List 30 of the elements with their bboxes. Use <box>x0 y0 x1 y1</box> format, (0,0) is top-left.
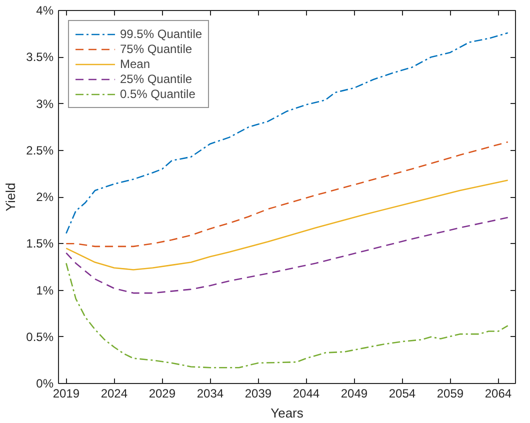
y-tick-label: 0.5% <box>26 330 54 344</box>
x-tick-label: 2064 <box>484 386 512 400</box>
y-tick-label: 2% <box>36 190 54 204</box>
legend-label: 0.5% Quantile <box>120 87 196 101</box>
y-tick-label: 1.5% <box>26 236 54 251</box>
x-tick-label: 2039 <box>244 386 272 400</box>
legend-label: 25% Quantile <box>120 72 192 86</box>
y-axis-title: Yield <box>3 182 18 212</box>
y-tick-label: 3.5% <box>26 50 54 64</box>
legend-label: 75% Quantile <box>120 42 192 56</box>
legend-label: Mean <box>120 57 150 71</box>
x-tick-label: 2059 <box>436 386 464 400</box>
x-tick-label: 2034 <box>196 386 224 400</box>
x-tick-label: 2044 <box>292 386 320 400</box>
line-series <box>66 216 508 294</box>
x-tick-label: 2049 <box>340 386 368 400</box>
line-series <box>66 180 508 270</box>
x-tick-label: 2024 <box>100 386 128 400</box>
y-tick-label: 1% <box>36 283 54 298</box>
line-series <box>66 141 508 248</box>
x-tick-label: 2054 <box>388 386 416 400</box>
y-tick-label: 4% <box>36 4 54 18</box>
line-series <box>66 262 508 368</box>
y-tick-label: 2.5% <box>26 143 54 158</box>
y-tick-label: 0% <box>36 376 54 390</box>
legend-label: 99.5% Quantile <box>120 27 202 41</box>
x-axis-title: Years <box>270 406 304 420</box>
x-tick-label: 2019 <box>52 386 80 400</box>
x-tick-label: 2029 <box>148 386 176 400</box>
y-tick-label: 3% <box>36 96 54 111</box>
